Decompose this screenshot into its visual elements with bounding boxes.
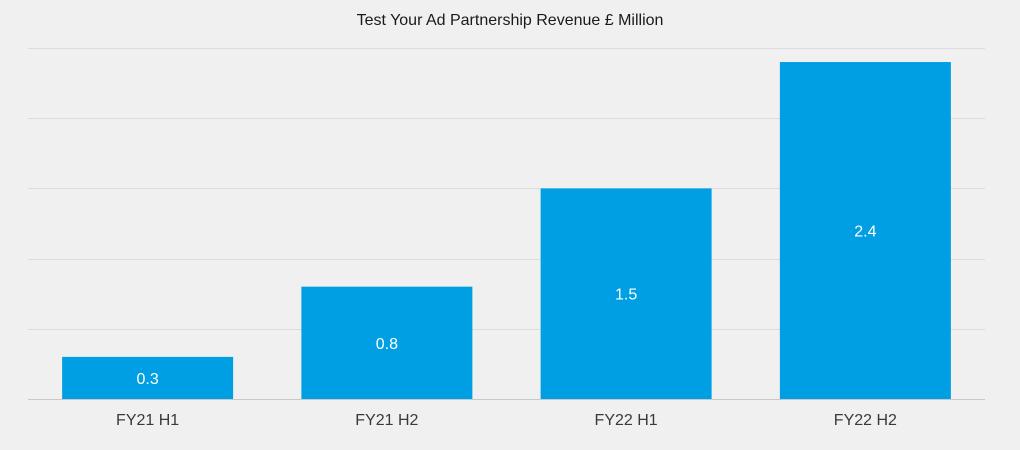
chart-title: Test Your Ad Partnership Revenue £ Milli… [356, 12, 664, 29]
data-label: 0.3 [137, 371, 159, 388]
bar-fy22-h2 [779, 62, 951, 399]
bar-fy21-h1 [62, 356, 234, 399]
data-label: 2.4 [854, 224, 876, 241]
data-labels: 0.3 0.8 1.5 2.4 [137, 224, 877, 388]
data-label: 0.8 [376, 336, 398, 353]
data-label: 1.5 [615, 287, 637, 304]
bar-fy21-h2 [301, 286, 473, 399]
x-tick-label: FY22 H2 [834, 412, 897, 429]
x-axis: FY21 H1 FY21 H2 FY22 H1 FY22 H2 [116, 412, 897, 429]
x-tick-label: FY21 H1 [116, 412, 179, 429]
x-tick-label: FY22 H1 [595, 412, 658, 429]
bar-fy22-h1 [540, 188, 712, 399]
x-tick-label: FY21 H2 [355, 412, 418, 429]
bars [62, 62, 951, 399]
